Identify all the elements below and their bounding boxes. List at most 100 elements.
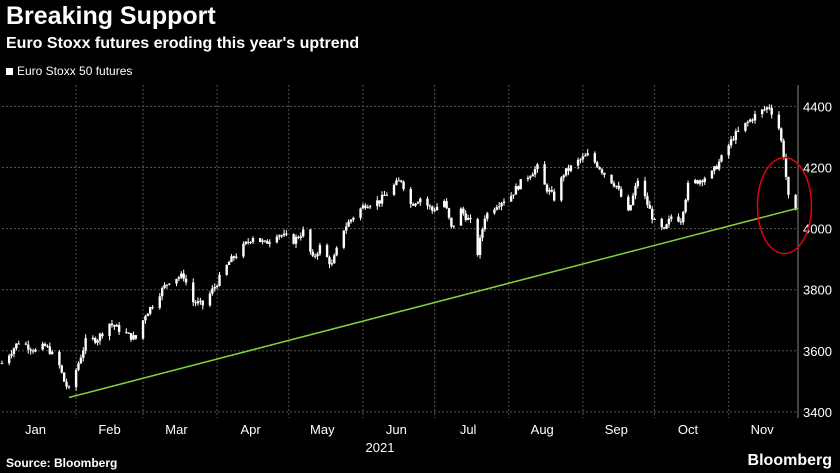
candle-body (397, 180, 401, 182)
candle-body (17, 343, 20, 345)
candle-body (29, 349, 32, 351)
candle-body (770, 107, 773, 115)
candle-body (665, 224, 668, 229)
candle-body (309, 229, 312, 252)
candle-body (108, 323, 111, 337)
candle-body (447, 208, 451, 218)
candle-body (519, 179, 522, 190)
candle-body (67, 386, 71, 388)
candle-body (24, 343, 28, 345)
x-tick-label: Aug (531, 422, 554, 437)
candle-body (543, 164, 546, 185)
candle-body (569, 165, 573, 171)
chart-title: Breaking Support (6, 2, 216, 30)
candle-body (242, 243, 245, 257)
candle-body (414, 203, 417, 206)
candle-body (62, 372, 66, 382)
candle-body (478, 237, 482, 256)
candle-body (648, 204, 651, 209)
y-tick-label: 3400 (803, 405, 832, 420)
candle-body (129, 333, 133, 340)
candle-body (79, 357, 83, 364)
candle-body (132, 335, 135, 340)
candle-body (227, 261, 231, 265)
candle-body (218, 274, 221, 286)
y-tick-label: 3800 (803, 283, 832, 298)
candle-body (146, 313, 150, 317)
candle-body (41, 343, 44, 350)
candle-body (610, 174, 613, 184)
candle-body (395, 180, 398, 185)
candle-body (562, 175, 565, 178)
candle-body (416, 202, 420, 204)
candle-body (333, 255, 336, 264)
candle-body (593, 153, 597, 163)
candle-body (91, 337, 95, 339)
candle-body (318, 245, 322, 254)
candle-body (531, 174, 534, 177)
candle-body (134, 335, 138, 339)
x-tick-label: Sep (605, 422, 628, 437)
candle-body (660, 218, 663, 228)
y-tick-label: 4200 (803, 160, 832, 175)
candle-body (247, 241, 250, 243)
candle-body (177, 277, 181, 279)
candle-body (232, 256, 236, 258)
candle-body (650, 208, 654, 220)
candle-body (670, 216, 673, 219)
highlight-ellipse (756, 156, 813, 255)
candle-body (144, 316, 147, 321)
candle-body (576, 159, 580, 166)
candle-body (596, 162, 599, 168)
candle-body (98, 333, 102, 341)
candle-body (703, 178, 706, 183)
x-tick-label: May (310, 422, 335, 437)
candle-body (213, 287, 216, 289)
candle-body (517, 186, 520, 190)
x-tick-label: Mar (165, 422, 188, 437)
candle-body (694, 180, 697, 183)
candle-body (311, 251, 314, 256)
y-tick-label: 3600 (803, 344, 832, 359)
candle-body (266, 240, 269, 244)
candle-body (548, 190, 551, 192)
candle-body (402, 181, 405, 190)
candle-body (777, 114, 781, 129)
candle-body (753, 114, 757, 121)
candle-body (536, 164, 539, 170)
candle-body (631, 195, 635, 206)
candle-body (727, 145, 730, 156)
axes: 3400 3600 3800 4000 4200 4400 Jan Feb Mar Apr May J… (25, 85, 832, 455)
candle-body (378, 200, 381, 204)
candle-body (294, 236, 298, 244)
candle-body (581, 156, 585, 160)
candle-body (526, 177, 530, 180)
candle-body (744, 122, 747, 131)
candle-body (368, 206, 372, 208)
candle-body (603, 172, 606, 175)
legend-swatch (6, 67, 13, 75)
candle-body (345, 226, 348, 231)
candle-body (701, 180, 704, 183)
candle-body (268, 242, 271, 244)
candle-body (325, 245, 329, 258)
candle-body (564, 168, 568, 176)
candle-body (194, 302, 197, 304)
candle-body (615, 185, 618, 187)
candle-body (280, 235, 283, 237)
candle-body (411, 203, 415, 206)
candle-body (275, 236, 279, 243)
candle-body (696, 180, 699, 184)
x-tick-label: Oct (678, 422, 699, 437)
grid (2, 85, 798, 418)
price-series (0, 104, 797, 391)
y-tick-label: 4000 (803, 222, 832, 237)
candle-body (180, 273, 183, 278)
candle-body (0, 363, 4, 365)
candle-body (612, 183, 616, 187)
candle-body (101, 333, 104, 337)
candle-body (784, 157, 788, 177)
candle-body (720, 155, 723, 162)
candle-body (751, 119, 754, 121)
